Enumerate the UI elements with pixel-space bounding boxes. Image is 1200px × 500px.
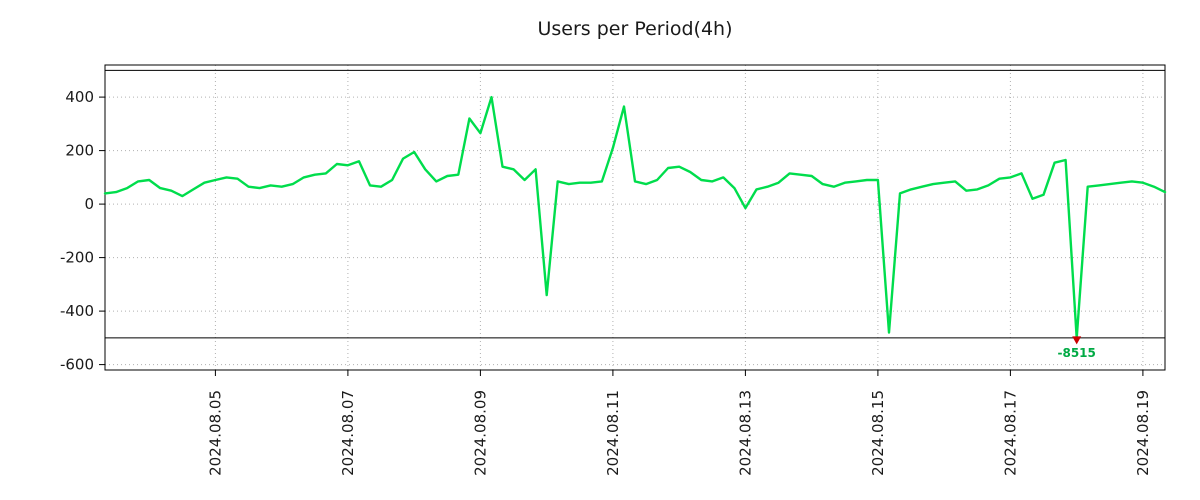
min-marker-icon [1072, 336, 1082, 345]
annotation-value: -8515 [1058, 346, 1096, 360]
x-tick-label: 2024.08.17 [1001, 390, 1019, 476]
y-tick-label: 200 [65, 142, 94, 160]
y-tick-label: -400 [60, 302, 94, 320]
x-tick-label: 2024.08.11 [604, 390, 622, 476]
x-tick-label: 2024.08.07 [339, 390, 357, 476]
x-tick-label: 2024.08.19 [1134, 390, 1152, 476]
x-tick-label: 2024.08.13 [736, 390, 754, 476]
x-tick-label: 2024.08.05 [206, 390, 224, 476]
y-tick-label: 400 [65, 88, 94, 106]
x-tick-label: 2024.08.09 [471, 390, 489, 476]
y-tick-label: -600 [60, 356, 94, 374]
x-tick-label: 2024.08.15 [869, 390, 887, 476]
plot-frame [104, 64, 1166, 371]
y-tick-label: 0 [84, 195, 94, 213]
series-line [103, 95, 1167, 340]
y-tick-label: -200 [60, 249, 94, 267]
chart-title: Users per Period(4h) [537, 18, 733, 40]
